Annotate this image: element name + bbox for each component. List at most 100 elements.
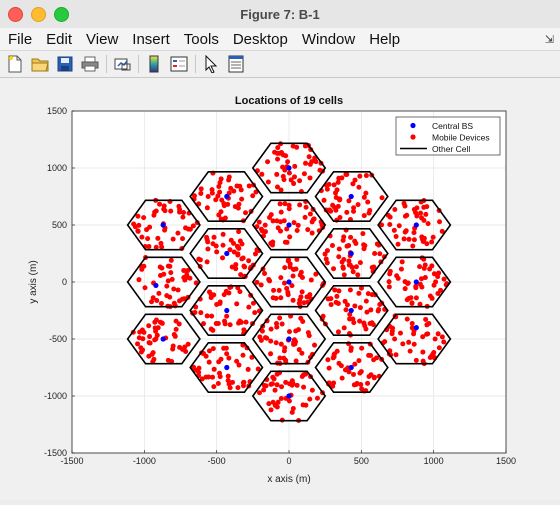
property-inspector-icon[interactable] [226,54,246,74]
y-tick-label: -1500 [44,448,67,458]
mobile-device-point [289,409,295,415]
scatter-plot[interactable]: -1500 -1000 -500 0 500 1000 1500 -1500 -1000 -500… [0,78,560,500]
open-file-icon[interactable] [30,54,50,74]
cell-hexagon [377,199,452,251]
insert-legend-icon[interactable] [169,54,189,74]
mobile-device-point [324,248,330,254]
mobile-device-point [159,320,165,326]
mobile-device-point [215,380,221,386]
mobile-device-point [218,209,224,215]
mobile-device-point [307,396,313,402]
menu-help[interactable]: Help [369,30,401,48]
insert-colorbar-icon[interactable] [144,54,164,74]
mobile-device-point [273,295,279,301]
mobile-device-point [259,171,265,177]
edit-plot-pointer-icon[interactable] [201,54,221,74]
mobile-device-point [239,256,245,262]
mobile-device-point [300,402,306,408]
mobile-device-point [326,181,332,187]
mobile-device-point [337,196,343,202]
mobile-device-point [153,208,159,214]
mobile-device-point [168,208,174,214]
base-station-point [286,279,292,285]
mobile-device-point [439,228,445,234]
mobile-device-point [136,277,142,283]
mobile-device-point [216,359,222,365]
mobile-device-point [235,251,241,257]
menu-insert[interactable]: Insert [132,30,170,48]
mobile-device-point [246,304,252,310]
mobile-device-point [154,297,160,303]
minimize-window-button[interactable] [31,7,46,22]
mobile-device-point [331,352,337,358]
mobile-device-point [250,193,256,199]
mobile-device-point [268,407,274,413]
mobile-device-point [138,349,144,355]
mobile-device-point [285,292,291,298]
menu-edit[interactable]: Edit [46,30,73,48]
mobile-device-point [252,310,258,316]
mobile-device-point [346,341,352,347]
mobile-device-point [146,244,152,250]
zoom-window-button[interactable] [54,7,69,22]
mobile-device-point [436,270,442,276]
mobile-device-point [366,373,372,379]
mobile-device-point [274,150,280,156]
menu-tools[interactable]: Tools [183,30,219,48]
mobile-device-point [274,184,280,190]
mobile-device-point [142,285,148,291]
menu-desktop[interactable]: Desktop [232,30,288,48]
mobile-device-point [410,243,416,249]
mobile-device-point [167,294,173,300]
mobile-device-point [406,339,412,345]
menu-window[interactable]: Window [301,30,356,48]
y-tick-label: 1000 [47,163,67,173]
mobile-device-point [404,316,410,322]
mobile-device-point [348,347,354,353]
menu-file[interactable]: File [8,30,33,48]
save-icon[interactable] [55,54,75,74]
window-titlebar: Figure 7: B-1 [0,0,560,28]
link-plot-icon[interactable] [112,54,132,74]
base-station-point [224,193,230,200]
mobile-device-point [261,387,267,393]
mobile-device-point [336,246,342,252]
close-window-button[interactable] [8,7,23,22]
new-figure-icon[interactable] [5,54,25,74]
mobile-device-point [350,269,356,275]
mobile-device-point [155,235,161,241]
mobile-device-point [344,302,350,308]
mobile-device-point [342,298,348,304]
mobile-device-point [215,193,221,199]
mobile-device-point [277,355,283,361]
mobile-device-point [290,143,296,149]
mobile-device-point [357,305,363,311]
mobile-device-point [327,207,333,213]
base-station-point [224,250,230,257]
mobile-device-point [356,184,362,190]
mobile-device-point [159,265,165,271]
print-icon[interactable] [80,54,100,74]
base-station-point [413,325,419,331]
cell-hexagon [377,256,452,308]
menu-view[interactable]: View [86,30,119,48]
mobile-device-point [220,231,226,237]
mobile-device-point [436,345,442,351]
mobile-device-point [274,324,280,330]
mobile-device-point [235,205,241,211]
legend[interactable]: Central BS Mobile Devices Other Cell [395,116,501,156]
mobile-device-point [253,189,259,195]
mobile-device-point [217,189,223,195]
mobile-device-point [289,283,295,289]
mobile-device-point [306,154,312,160]
mobile-device-point [190,223,196,229]
mobile-device-point [217,299,223,305]
mobile-device-point [287,381,293,387]
legend-label-other-cell: Other Cell [432,144,470,154]
dock-pin-icon[interactable]: ⇲ [544,33,554,46]
x-tick-label: 1500 [496,456,516,466]
mobile-device-point [351,205,357,211]
mobile-device-point [404,297,410,303]
mobile-device-point [347,311,353,317]
mobile-device-point [307,211,313,217]
